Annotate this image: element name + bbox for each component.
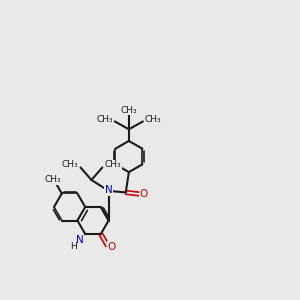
Text: CH₃: CH₃ xyxy=(61,160,78,169)
Text: O: O xyxy=(107,242,116,252)
Text: O: O xyxy=(139,189,147,199)
Text: H: H xyxy=(70,242,76,251)
Text: N: N xyxy=(105,185,112,195)
Text: CH₃: CH₃ xyxy=(105,160,122,169)
Text: CH₃: CH₃ xyxy=(96,116,113,124)
Text: CH₃: CH₃ xyxy=(121,106,137,115)
Text: N: N xyxy=(76,235,84,245)
Text: CH₃: CH₃ xyxy=(44,175,61,184)
Text: CH₃: CH₃ xyxy=(145,116,161,124)
